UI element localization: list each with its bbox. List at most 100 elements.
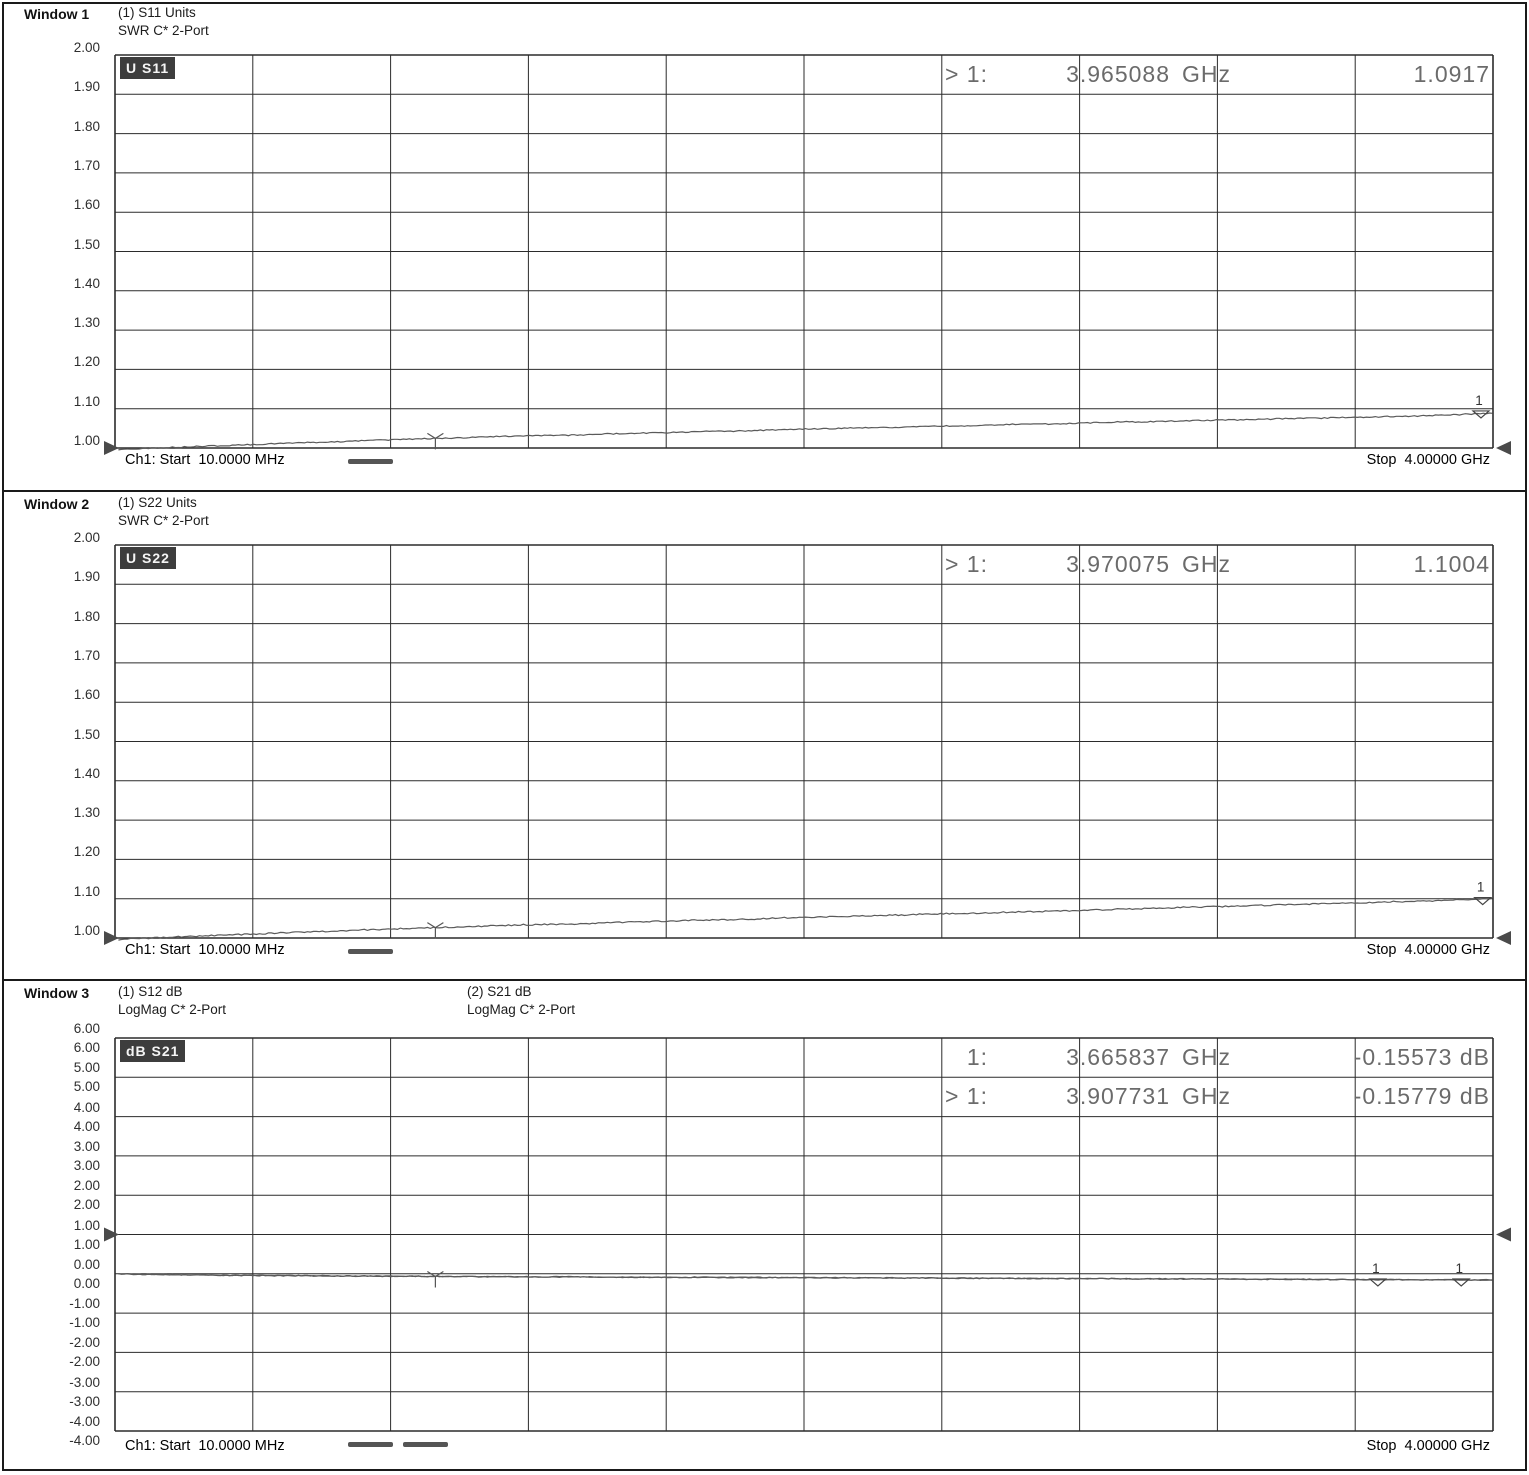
window2-trace-selector-button[interactable]: U S22 [120, 547, 176, 569]
marker-number-label: 1 [1372, 1261, 1380, 1276]
y-axis-tick-label: -3.00 [69, 1374, 100, 1390]
y-axis-tick-label: -2.00 [69, 1335, 100, 1351]
trace-s22-swr[interactable] [118, 897, 1493, 941]
window3-trace1-measurement: (1) S12 dB [118, 984, 183, 999]
window1-trace1-format: SWR C* 2-Port [118, 23, 209, 38]
window3-trace2-format: LogMag C* 2-Port [467, 1002, 576, 1017]
y-axis-tick-label: 1.70 [73, 647, 100, 663]
window1-start-frequency-label: Ch1: Start 10.0000 MHz [125, 452, 285, 468]
y-axis-tick-label: 1.60 [73, 197, 100, 213]
marker-number: > 1: [944, 550, 988, 577]
y-axis-tick-label: 1.50 [73, 236, 100, 252]
marker-frequency: 3.907731 [1066, 1082, 1170, 1109]
y-axis-tick-label: 5.00 [73, 1060, 100, 1076]
y-axis-tick-label: 1.30 [73, 805, 100, 821]
window3-marker1-trace2-readout: > 1: 3.907731 GHz -0.15779 dB [930, 1078, 1490, 1114]
y-axis-tick-label: 1.40 [73, 765, 100, 781]
window2-title: Window 2 [24, 496, 90, 512]
y-axis-tick-label: 2.00 [73, 1197, 100, 1213]
y-axis-tick-label: -4.00 [69, 1433, 100, 1448]
window1-trace1-measurement: (1) S11 Units [118, 5, 196, 20]
ref-level-left-icon[interactable] [104, 931, 119, 945]
marker-value: 1.0917 [1413, 60, 1490, 87]
trace-legend-dash-icon [348, 1442, 393, 1447]
sweep-tick-icon [427, 922, 444, 939]
y-axis-tick-label: 3.00 [73, 1157, 100, 1173]
window-separator-2 [2, 979, 1525, 981]
y-axis-tick-label: 1.30 [73, 315, 100, 331]
window1-trace-selector-button[interactable]: U S11 [120, 57, 176, 79]
y-axis-tick-label: 1.60 [73, 687, 100, 703]
marker-number: > 1: [944, 1082, 988, 1109]
y-axis-tick-label: -2.00 [69, 1354, 100, 1370]
window3-start-frequency-label: Ch1: Start 10.0000 MHz [125, 1438, 285, 1454]
window2-trace1-measurement: (1) S22 Units [118, 495, 197, 510]
ref-level-right-icon[interactable] [1496, 1227, 1511, 1242]
window-separator-1 [2, 490, 1525, 492]
y-axis-tick-label: -4.00 [69, 1414, 100, 1429]
marker-number-label: 1 [1455, 1261, 1463, 1276]
y-axis-tick-label: -1.00 [69, 1315, 100, 1331]
marker-frequency: 3.965088 [1066, 60, 1170, 87]
window3-trace1-format: LogMag C* 2-Port [118, 1002, 227, 1017]
marker-value: -0.15779 dB [1353, 1082, 1490, 1109]
marker-triangle-icon[interactable] [1473, 896, 1493, 906]
window3-title: Window 3 [24, 985, 90, 1001]
marker-frequency-unit: GHz [1182, 1082, 1231, 1109]
window1-marker1-readout: > 1: 3.965088 GHz 1.0917 [930, 56, 1490, 92]
y-axis-tick-label: 4.00 [73, 1099, 100, 1115]
y-axis-tick-label: 1.90 [73, 79, 100, 95]
marker-value: -0.15573 dB [1353, 1043, 1490, 1070]
trace-legend-dash-icon [403, 1442, 448, 1447]
ref-level-left-icon[interactable] [104, 1227, 119, 1242]
marker-number-label: 1 [1475, 393, 1483, 408]
y-axis-tick-label: 1.40 [73, 275, 100, 291]
y-axis-tick-label: 6.00 [73, 1040, 100, 1055]
y-axis-tick-label: 1.80 [73, 608, 100, 624]
y-axis-tick-label: 5.00 [73, 1079, 100, 1095]
ref-level-left-icon[interactable] [104, 441, 119, 455]
marker-triangle-icon[interactable] [1451, 1278, 1471, 1287]
y-axis-tick-label: -1.00 [69, 1296, 100, 1312]
ref-level-right-icon[interactable] [1496, 441, 1511, 455]
y-axis-tick-label: 1.80 [73, 118, 100, 134]
y-axis-tick-label: 4.00 [73, 1118, 100, 1134]
y-axis-tick-label: 1.20 [73, 844, 100, 860]
window3-trace-selector-button[interactable]: dB S21 [120, 1040, 186, 1062]
trace-s11-swr[interactable] [118, 412, 1493, 451]
window3-marker1-trace1-readout: 1: 3.665837 GHz -0.15573 dB [930, 1039, 1490, 1075]
marker-frequency-unit: GHz [1182, 60, 1231, 87]
y-axis-tick-label: 6.00 [73, 1021, 100, 1036]
window2-marker1-readout: > 1: 3.970075 GHz 1.1004 [930, 546, 1490, 582]
y-axis-tick-label: 2.00 [73, 1178, 100, 1194]
marker-frequency-unit: GHz [1182, 550, 1231, 577]
window2-stop-frequency-label: Stop 4.00000 GHz [1366, 942, 1490, 958]
marker-triangle-icon[interactable] [1471, 410, 1491, 419]
y-axis-tick-label: 1.10 [73, 393, 100, 409]
y-axis-tick-label: 1.00 [73, 433, 100, 448]
y-axis-tick-label: 1.50 [73, 726, 100, 742]
sweep-tick-icon [427, 1271, 444, 1288]
y-axis-tick-label: 1.20 [73, 354, 100, 370]
trace-s21-db[interactable] [118, 1272, 1493, 1281]
y-axis-tick-label: 2.00 [73, 40, 100, 55]
ref-level-right-icon[interactable] [1496, 931, 1511, 945]
y-axis-tick-label: 1.10 [73, 883, 100, 899]
marker-triangle-icon[interactable] [1368, 1278, 1388, 1287]
marker-number: 1: [966, 1043, 988, 1070]
y-axis-tick-label: 1.00 [73, 1236, 100, 1252]
window1-stop-frequency-label: Stop 4.00000 GHz [1366, 452, 1490, 468]
y-axis-tick-label: 0.00 [73, 1275, 100, 1291]
marker-frequency: 3.665837 [1066, 1043, 1170, 1070]
marker-number-label: 1 [1477, 880, 1485, 895]
window2-trace1-format: SWR C* 2-Port [118, 513, 209, 528]
y-axis-tick-label: -3.00 [69, 1393, 100, 1409]
y-axis-tick-label: 1.70 [73, 157, 100, 173]
marker-number: > 1: [944, 60, 988, 87]
window2-start-frequency-label: Ch1: Start 10.0000 MHz [125, 942, 285, 958]
y-axis-tick-label: 1.90 [73, 569, 100, 585]
marker-frequency-unit: GHz [1182, 1043, 1231, 1070]
window3-trace2-measurement: (2) S21 dB [467, 984, 532, 999]
marker-value: 1.1004 [1413, 550, 1490, 577]
